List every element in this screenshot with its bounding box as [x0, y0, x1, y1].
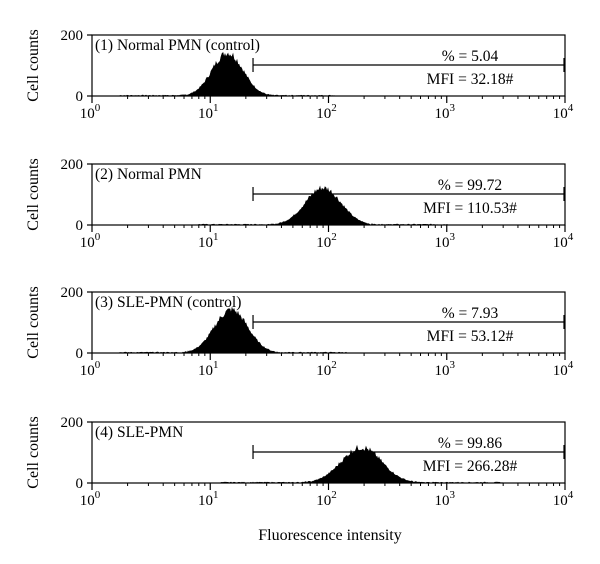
- x-tick-label: 101: [198, 231, 219, 251]
- x-tick-exponent: 4: [568, 102, 574, 114]
- y-axis-label: Cell counts: [25, 286, 42, 358]
- panel-title: (3) SLE-PMN (control): [95, 294, 241, 311]
- y-tick-label: 200: [61, 285, 84, 301]
- gate-mfi-label: MFI = 32.18#: [427, 71, 514, 88]
- gate-percent-label: % = 5.04: [442, 48, 499, 65]
- y-tick-label: 0: [76, 346, 84, 362]
- x-tick-label: 100: [80, 359, 101, 379]
- x-tick-label: 103: [435, 489, 456, 509]
- x-tick-base: 10: [316, 235, 331, 251]
- histogram-area: [92, 444, 565, 484]
- x-tick-base: 10: [80, 106, 95, 122]
- x-tick-base: 10: [553, 235, 568, 251]
- x-tick-label: 102: [316, 102, 337, 122]
- y-tick-label: 200: [61, 157, 84, 173]
- x-tick-base: 10: [435, 235, 450, 251]
- x-tick-base: 10: [553, 493, 568, 509]
- x-tick-label: 102: [316, 489, 337, 509]
- x-tick-exponent: 3: [450, 102, 456, 114]
- panel-title: (1) Normal PMN (control): [95, 37, 260, 54]
- x-tick-exponent: 1: [213, 359, 219, 371]
- panel-title: (4) SLE-PMN: [95, 424, 183, 441]
- x-tick-label: 101: [198, 359, 219, 379]
- x-tick-exponent: 0: [95, 102, 101, 114]
- x-tick-base: 10: [198, 235, 213, 251]
- x-axis-label: Fluorescence intensity: [258, 527, 402, 544]
- gate-mfi-label: MFI = 110.53#: [423, 200, 517, 217]
- x-tick-base: 10: [198, 493, 213, 509]
- x-tick-base: 10: [316, 106, 331, 122]
- gate-percent-label: % = 99.86: [438, 435, 503, 452]
- y-tick-label: 0: [76, 89, 84, 105]
- x-tick-base: 10: [316, 363, 331, 379]
- x-tick-label: 100: [80, 102, 101, 122]
- x-tick-label: 102: [316, 231, 337, 251]
- x-tick-label: 101: [198, 489, 219, 509]
- x-tick-label: 101: [198, 102, 219, 122]
- y-tick-label: 0: [76, 218, 84, 234]
- y-axis-label: Cell counts: [25, 158, 42, 230]
- x-tick-exponent: 2: [331, 489, 337, 501]
- x-tick-base: 10: [553, 363, 568, 379]
- x-tick-exponent: 1: [213, 231, 219, 243]
- x-tick-label: 100: [80, 231, 101, 251]
- x-tick-exponent: 4: [568, 231, 574, 243]
- x-tick-exponent: 1: [213, 489, 219, 501]
- x-tick-label: 103: [435, 231, 456, 251]
- x-tick-label: 100: [80, 489, 101, 509]
- x-tick-exponent: 3: [450, 231, 456, 243]
- x-tick-exponent: 4: [568, 489, 574, 501]
- x-tick-label: 104: [553, 102, 574, 122]
- y-axis-label: Cell counts: [25, 416, 42, 488]
- x-tick-exponent: 3: [450, 359, 456, 371]
- x-tick-base: 10: [435, 106, 450, 122]
- gate-percent-label: % = 99.72: [438, 177, 502, 194]
- x-tick-exponent: 0: [95, 359, 101, 371]
- x-tick-base: 10: [435, 493, 450, 509]
- panel-title: (2) Normal PMN: [95, 166, 202, 183]
- y-axis-label: Cell counts: [25, 29, 42, 101]
- x-tick-base: 10: [435, 363, 450, 379]
- histogram-area: [92, 185, 565, 226]
- x-tick-label: 102: [316, 359, 337, 379]
- x-tick-label: 103: [435, 102, 456, 122]
- histogram-area: [92, 306, 565, 354]
- histogram-area: [92, 51, 565, 97]
- x-tick-exponent: 1: [213, 102, 219, 114]
- x-tick-exponent: 0: [95, 231, 101, 243]
- x-tick-exponent: 3: [450, 489, 456, 501]
- x-tick-exponent: 4: [568, 359, 574, 371]
- x-tick-base: 10: [80, 235, 95, 251]
- x-tick-label: 104: [553, 489, 574, 509]
- y-tick-label: 200: [61, 28, 84, 44]
- x-tick-exponent: 2: [331, 102, 337, 114]
- x-tick-label: 104: [553, 231, 574, 251]
- x-tick-base: 10: [80, 493, 95, 509]
- x-tick-base: 10: [553, 106, 568, 122]
- y-tick-label: 200: [61, 415, 84, 431]
- gate-percent-label: % = 7.93: [442, 305, 499, 322]
- x-tick-base: 10: [198, 106, 213, 122]
- x-tick-exponent: 2: [331, 359, 337, 371]
- x-tick-base: 10: [316, 493, 331, 509]
- x-tick-label: 104: [553, 359, 574, 379]
- x-tick-exponent: 0: [95, 489, 101, 501]
- x-tick-base: 10: [198, 363, 213, 379]
- y-tick-label: 0: [76, 476, 84, 492]
- x-tick-exponent: 2: [331, 231, 337, 243]
- gate-mfi-label: MFI = 266.28#: [423, 458, 518, 475]
- x-tick-base: 10: [80, 363, 95, 379]
- x-tick-label: 103: [435, 359, 456, 379]
- gate-mfi-label: MFI = 53.12#: [427, 328, 514, 345]
